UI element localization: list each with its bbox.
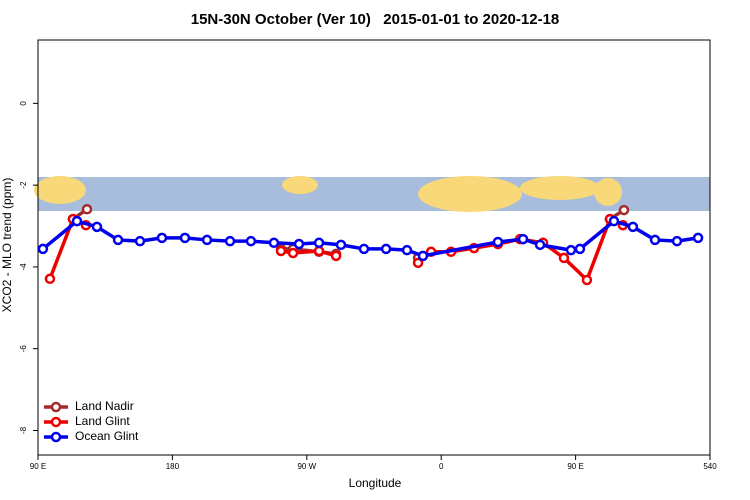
data-point xyxy=(287,247,299,259)
data-point xyxy=(565,244,577,256)
x-tick-label: 90 E xyxy=(30,462,46,471)
data-point xyxy=(91,221,103,233)
data-point xyxy=(313,237,325,249)
data-point xyxy=(224,235,236,247)
data-point xyxy=(134,235,146,247)
data-point xyxy=(618,204,630,216)
data-point xyxy=(380,243,392,255)
data-point xyxy=(627,221,639,233)
data-point xyxy=(671,235,683,247)
legend-label: Ocean Glint xyxy=(75,429,139,443)
data-point xyxy=(44,273,56,285)
y-tick-label: -2 xyxy=(19,181,28,189)
data-point xyxy=(156,232,168,244)
data-point xyxy=(245,235,257,247)
y-tick-label: 0 xyxy=(19,101,28,106)
series-line xyxy=(41,219,699,258)
data-point xyxy=(534,239,546,251)
y-axis-label: XCO2 - MLO trend (ppm) xyxy=(0,178,14,313)
x-axis-label: Longitude xyxy=(349,476,402,490)
data-point xyxy=(37,243,49,255)
data-point xyxy=(112,234,124,246)
y-tick-label: -6 xyxy=(19,345,28,353)
data-point xyxy=(358,243,370,255)
x-tick-label: 0 xyxy=(439,462,444,471)
data-point xyxy=(275,245,287,257)
data-point xyxy=(179,232,191,244)
y-tick-label: -4 xyxy=(19,263,28,271)
data-point xyxy=(608,215,620,227)
data-point xyxy=(330,250,342,262)
data-point xyxy=(293,238,305,250)
x-tick-label: 180 xyxy=(166,462,180,471)
data-point xyxy=(492,236,504,248)
data-point xyxy=(412,257,424,269)
data-point xyxy=(401,244,413,256)
data-point xyxy=(649,234,661,246)
data-point xyxy=(581,274,593,286)
data-point xyxy=(268,237,280,249)
x-tick-label: 540 xyxy=(703,462,717,471)
chart-title: 15N-30N October (Ver 10) 2015-01-01 to 2… xyxy=(191,11,560,28)
data-point xyxy=(517,233,529,245)
data-point xyxy=(201,234,213,246)
map-band xyxy=(34,176,710,212)
legend-label: Land Glint xyxy=(75,414,130,428)
data-point xyxy=(692,232,704,244)
data-point xyxy=(335,239,347,251)
data-point xyxy=(313,245,325,257)
legend-marker xyxy=(50,431,62,443)
legend-label: Land Nadir xyxy=(75,399,134,413)
x-tick-label: 90 W xyxy=(297,462,316,471)
y-tick-label: -8 xyxy=(19,426,28,434)
data-point xyxy=(558,252,570,264)
legend-marker xyxy=(50,401,62,413)
data-point xyxy=(417,250,429,262)
data-point xyxy=(574,243,586,255)
data-point xyxy=(81,204,93,215)
x-tick-label: 90 E xyxy=(567,462,583,471)
data-point xyxy=(71,215,83,227)
legend-marker xyxy=(50,416,62,428)
